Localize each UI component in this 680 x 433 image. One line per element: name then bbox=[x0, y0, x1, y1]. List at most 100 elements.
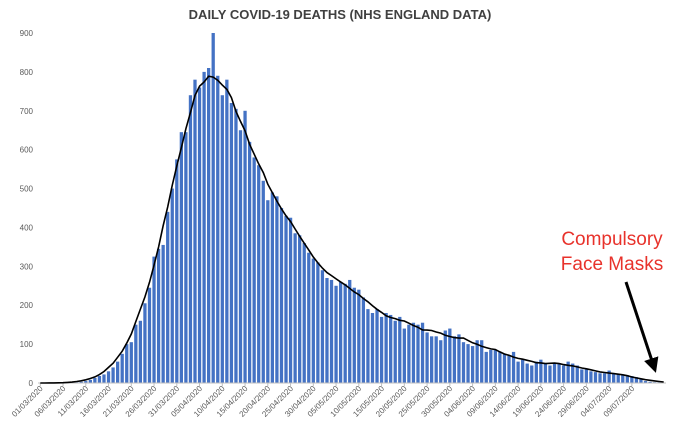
bar bbox=[430, 336, 434, 383]
bar bbox=[166, 211, 170, 383]
bars bbox=[65, 33, 666, 384]
bar bbox=[480, 340, 484, 383]
bar bbox=[630, 376, 634, 383]
bar bbox=[361, 297, 366, 383]
bar bbox=[79, 381, 83, 383]
bar bbox=[521, 359, 525, 383]
bar bbox=[539, 359, 543, 383]
bar bbox=[498, 351, 502, 383]
bar bbox=[466, 344, 470, 383]
bar bbox=[275, 196, 279, 383]
bar bbox=[311, 258, 315, 383]
annotation-line-2: Face Masks bbox=[561, 254, 663, 275]
bar bbox=[389, 314, 393, 383]
bar bbox=[493, 349, 497, 383]
bar bbox=[407, 324, 411, 383]
bar bbox=[116, 361, 120, 383]
bar bbox=[616, 374, 620, 383]
bar bbox=[220, 95, 224, 383]
bar bbox=[252, 157, 256, 383]
bar bbox=[379, 316, 384, 383]
bar bbox=[511, 351, 516, 383]
x-axis-ticks: 01/03/202006/03/202011/03/202016/03/2020… bbox=[10, 383, 637, 419]
bar bbox=[288, 217, 293, 383]
bar bbox=[125, 344, 129, 383]
bar bbox=[207, 68, 211, 383]
bar bbox=[639, 379, 643, 383]
bar bbox=[325, 278, 329, 383]
bar bbox=[257, 165, 261, 383]
bar bbox=[247, 141, 252, 383]
bar bbox=[625, 375, 629, 383]
y-tick-label: 0 bbox=[29, 379, 34, 388]
bar bbox=[571, 363, 575, 383]
bar bbox=[457, 334, 461, 383]
bar bbox=[425, 332, 429, 383]
bar bbox=[88, 379, 92, 383]
y-tick-label: 500 bbox=[20, 185, 34, 194]
bar bbox=[338, 281, 343, 383]
bar bbox=[470, 346, 475, 383]
bar bbox=[416, 324, 420, 383]
bar bbox=[589, 371, 593, 383]
bar bbox=[370, 313, 375, 383]
y-axis-ticks: 0 100 200 300 400 500 600 700 800 900 bbox=[20, 29, 34, 388]
bar bbox=[170, 188, 174, 383]
bar bbox=[152, 256, 156, 383]
bar bbox=[489, 349, 493, 383]
bar bbox=[156, 248, 161, 383]
bar bbox=[366, 309, 370, 383]
bar bbox=[525, 363, 529, 383]
bar bbox=[461, 342, 466, 383]
bar bbox=[307, 252, 311, 383]
bar bbox=[452, 336, 457, 383]
bar bbox=[434, 336, 438, 383]
bar bbox=[106, 371, 111, 383]
bar bbox=[420, 322, 425, 383]
y-tick-label: 800 bbox=[20, 68, 34, 77]
bar bbox=[612, 373, 616, 383]
bar bbox=[320, 270, 325, 383]
bar bbox=[316, 262, 320, 383]
bar bbox=[507, 355, 511, 383]
bar bbox=[634, 377, 639, 383]
bar bbox=[197, 87, 202, 383]
bar bbox=[643, 381, 648, 383]
bar bbox=[179, 132, 183, 383]
bar bbox=[580, 369, 584, 383]
bar bbox=[261, 180, 265, 383]
y-tick-label: 400 bbox=[20, 223, 34, 232]
bar bbox=[548, 365, 552, 383]
bar bbox=[266, 200, 270, 383]
bar bbox=[398, 316, 402, 383]
bar bbox=[484, 351, 488, 383]
bar bbox=[561, 365, 566, 383]
bar bbox=[129, 342, 133, 383]
bar bbox=[225, 79, 229, 384]
bar bbox=[161, 244, 165, 383]
bar bbox=[93, 377, 97, 383]
bar bbox=[566, 361, 570, 383]
bar bbox=[270, 192, 274, 383]
bar bbox=[534, 361, 538, 383]
bar bbox=[402, 328, 406, 383]
chart-title: DAILY COVID-19 DEATHS (NHS ENGLAND DATA) bbox=[188, 7, 492, 22]
bar bbox=[120, 353, 124, 383]
bar bbox=[184, 132, 188, 383]
y-tick-label: 100 bbox=[20, 340, 34, 349]
bar bbox=[138, 320, 143, 383]
bar bbox=[84, 381, 88, 383]
bar bbox=[621, 374, 625, 383]
bar bbox=[302, 243, 306, 383]
y-tick-label: 900 bbox=[20, 29, 34, 38]
bar bbox=[111, 367, 115, 383]
annotation-line-1: Compulsory bbox=[561, 229, 663, 250]
y-tick-label: 600 bbox=[20, 146, 34, 155]
bar bbox=[393, 320, 397, 383]
bar bbox=[102, 374, 106, 383]
bar bbox=[147, 287, 152, 383]
bar bbox=[334, 285, 338, 383]
trend-line bbox=[40, 75, 664, 384]
bar bbox=[475, 340, 479, 383]
